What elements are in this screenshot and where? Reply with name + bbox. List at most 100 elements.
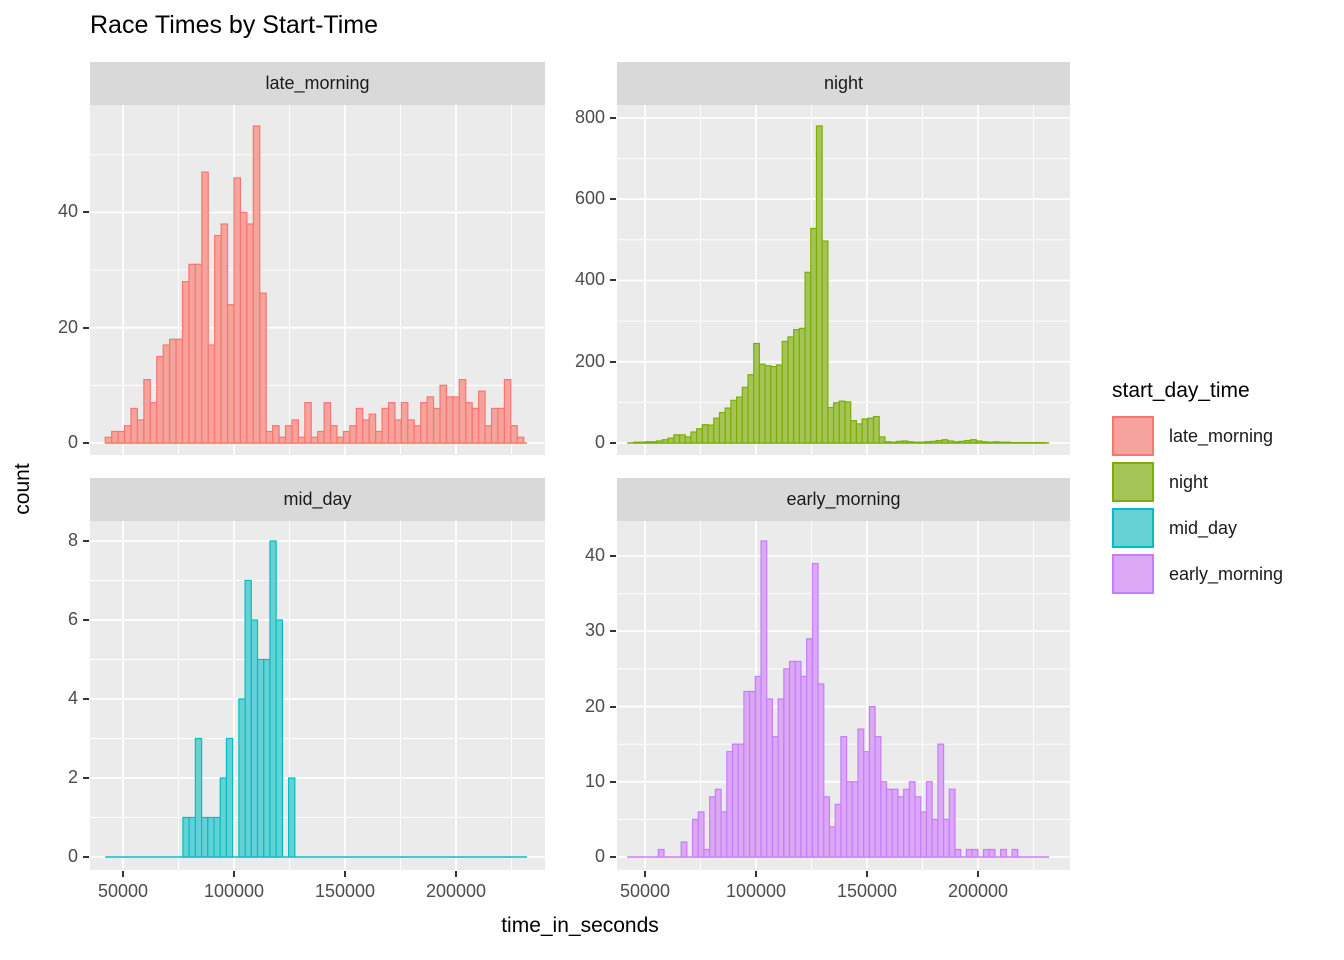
histogram-bar: [288, 777, 296, 858]
y-tick-mark: [83, 540, 89, 542]
histogram-bar: [238, 698, 246, 858]
histogram-bar: [793, 329, 800, 444]
histogram-bar: [817, 683, 825, 858]
x-tick-mark: [644, 871, 646, 877]
histogram-bar: [838, 400, 846, 444]
histogram-bar: [644, 441, 652, 444]
legend-entry: night: [1112, 461, 1283, 503]
histogram-bar: [828, 826, 836, 858]
histogram-bar: [749, 690, 756, 858]
histogram-bar: [342, 430, 351, 444]
histogram-bar: [317, 430, 325, 444]
histogram-bar: [845, 781, 853, 858]
histogram-bar: [764, 365, 772, 444]
facet-strip: late_morning: [90, 62, 545, 105]
histogram-bar: [207, 344, 216, 444]
histogram-bar: [661, 439, 669, 444]
y-tick-label: 0: [594, 846, 605, 866]
histogram-bar: [387, 402, 396, 444]
histogram-bar: [857, 728, 865, 858]
y-tick-mark: [610, 555, 616, 558]
facet-strip: early_morning: [617, 478, 1070, 521]
histogram-bar: [657, 848, 665, 858]
x-tick-label: 100000: [203, 881, 265, 901]
histogram-bar: [925, 781, 933, 858]
histogram-bar: [394, 419, 402, 444]
histogram-bar: [880, 781, 888, 858]
histogram-bar: [130, 407, 139, 444]
histogram-bar: [924, 441, 932, 444]
histogram-bar: [827, 407, 835, 444]
x-tick-label: 100000: [725, 881, 787, 901]
facet-strip-label: night: [823, 73, 864, 93]
y-tick-label: 2: [67, 767, 78, 787]
histogram-bar: [718, 411, 726, 444]
histogram-bar: [1000, 848, 1007, 858]
histogram-bar: [368, 413, 377, 444]
facet-panel-early_morning: [617, 521, 1070, 870]
facet-strip: night: [617, 62, 1070, 105]
histogram-bar: [982, 848, 990, 858]
histogram-bar: [931, 818, 939, 858]
histogram-bar: [1004, 441, 1012, 444]
y-tick-label: 20: [57, 316, 78, 337]
histogram-bar: [426, 396, 435, 444]
histogram-bar: [478, 390, 486, 444]
histogram-bar: [971, 848, 979, 858]
histogram-bar: [220, 223, 229, 444]
histogram-bar: [872, 415, 880, 444]
histogram-bar: [381, 407, 390, 444]
y-tick-label: 30: [584, 620, 605, 641]
y-tick-mark: [610, 116, 616, 119]
histogram-bar: [884, 441, 892, 444]
y-tick-mark: [610, 780, 616, 783]
legend-label: late_morning: [1169, 425, 1274, 446]
histogram-bar: [175, 338, 184, 444]
y-tick-label: 0: [67, 432, 78, 452]
histogram-bar: [770, 365, 778, 444]
y-tick-label: 600: [574, 188, 605, 209]
y-tick-label: 8: [67, 530, 78, 550]
histogram-bar: [713, 417, 721, 444]
histogram-bar: [969, 439, 977, 444]
facet-panel-mid_day: [90, 521, 545, 870]
histogram-bar: [834, 803, 842, 858]
histogram-bar: [724, 407, 732, 444]
facet-strip-label: late_morning: [265, 73, 370, 93]
histogram-bar: [156, 355, 164, 444]
histogram-bar: [935, 439, 943, 444]
histogram-bar: [804, 271, 812, 444]
x-tick-label: 50000: [97, 881, 149, 901]
histogram-bar: [823, 796, 831, 858]
x-tick-mark: [455, 871, 457, 877]
plot-title: Race Times by Start-Time: [90, 11, 379, 39]
histogram-bar: [992, 441, 1000, 444]
histogram-bar: [497, 407, 505, 444]
histogram-bar: [707, 424, 715, 444]
legend-entry: late_morning: [1112, 415, 1283, 457]
histogram-bar: [840, 736, 848, 858]
histogram-bar: [942, 818, 950, 858]
facet-panel-night: [617, 105, 1070, 455]
x-tick-label: 50000: [619, 881, 671, 901]
histogram-bar: [225, 737, 234, 858]
histogram-bar: [783, 668, 791, 858]
histogram-bar: [226, 304, 235, 444]
histogram-bar: [787, 336, 795, 444]
histogram-bar: [800, 675, 808, 858]
histogram-bar: [329, 425, 338, 444]
histogram-bar: [291, 419, 299, 444]
facet-strip-label: mid_day: [283, 489, 352, 509]
histogram-bar: [747, 374, 755, 444]
histogram-bar: [633, 441, 641, 444]
x-tick-label: 150000: [836, 881, 898, 901]
histogram-bar: [948, 788, 956, 858]
histogram-bar: [766, 698, 774, 858]
legend-title: start_day_time: [1112, 379, 1250, 402]
histogram-bar: [207, 816, 215, 858]
histogram-bar: [890, 441, 897, 444]
y-tick-mark: [83, 698, 89, 700]
histogram-bar: [730, 399, 738, 444]
histogram-bar: [194, 263, 203, 444]
